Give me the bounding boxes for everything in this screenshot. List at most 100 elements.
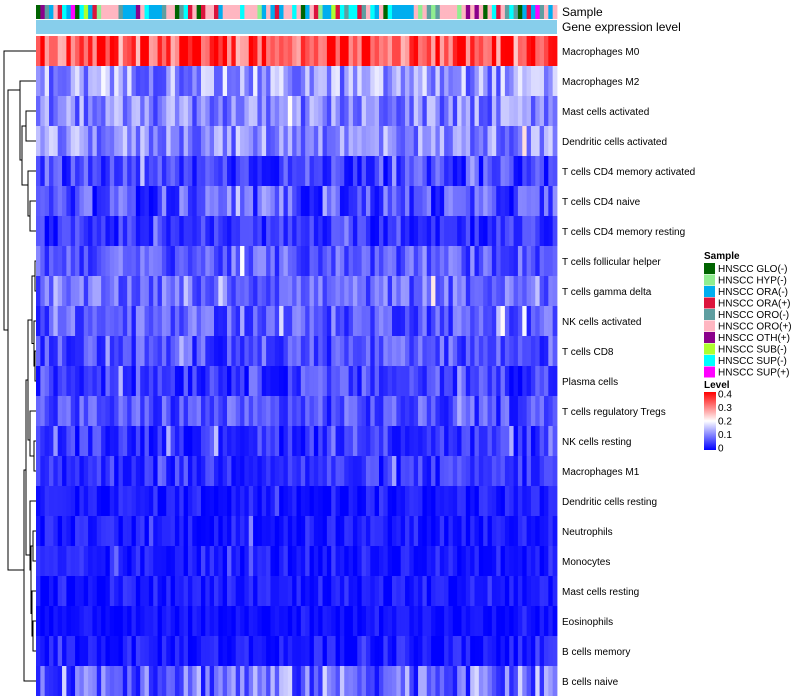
heatmap-cell [365,486,371,516]
heatmap-cell [426,306,432,336]
heatmap-cell [435,666,441,696]
heatmap-cell [287,66,293,96]
heatmap-cell [522,516,528,546]
heatmap-cell [483,216,488,246]
row-label: Neutrophils [562,527,613,538]
heatmap-cell [183,606,189,636]
heatmap-cell [227,396,232,426]
heatmap-cell [318,306,323,336]
heatmap-cell [474,366,480,396]
sample-annotation-cell [183,5,189,19]
heatmap-cell [405,366,410,396]
heatmap-cell [431,36,436,66]
heatmap-cell [79,306,85,336]
heatmap-cell [70,516,76,546]
heatmap-cell [196,126,202,156]
heatmap-cell [227,486,232,516]
heatmap-cell [79,426,85,456]
heatmap-cell [496,606,501,636]
heatmap-cell [140,456,145,486]
heatmap-cell [183,156,189,186]
heatmap-cell [504,126,510,156]
heatmap-cell [413,306,419,336]
heatmap-cell [105,96,111,126]
heatmap-cell [105,426,111,456]
heatmap-cell [439,276,445,306]
heatmap-cell [543,366,549,396]
heatmap-cell [114,396,119,426]
heatmap-cell [153,366,158,396]
heatmap-cell [196,186,202,216]
sample-annotation-cell [192,5,198,19]
heatmap-cell [214,216,219,246]
heatmap-cell [40,216,46,246]
heatmap-cell [231,186,237,216]
heatmap-cell [214,66,219,96]
sample-annotation-cell [331,5,336,19]
heatmap-cell [70,366,76,396]
heatmap-cell [439,156,445,186]
heatmap-cell [470,366,475,396]
heatmap-cell [400,186,406,216]
heatmap-cell [305,546,310,576]
heatmap-cell [135,396,141,426]
heatmap-cell [418,546,423,576]
heatmap-cell [491,306,497,336]
heatmap-cell [357,306,363,336]
heatmap-cell [491,36,497,66]
heatmap-cell [135,426,141,456]
heatmap-cell [92,516,98,546]
heatmap-cell [214,456,219,486]
heatmap-cell [530,486,536,516]
heatmap-cell [283,546,289,576]
heatmap-cell [96,306,102,336]
heatmap-cell [62,636,67,666]
sample-annotation-cell [200,5,206,19]
heatmap-cell [400,96,406,126]
heatmap-cell [157,126,163,156]
heatmap-cell [44,186,50,216]
heatmap-cell [196,396,202,426]
heatmap-cell [53,546,59,576]
heatmap-cell [313,276,319,306]
heatmap-cell [435,546,441,576]
heatmap-cell [374,66,380,96]
heatmap-cell [496,486,501,516]
dendrogram-branch [32,620,36,652]
heatmap-cell [409,546,415,576]
heatmap-cell [49,606,54,636]
heatmap-cell [509,66,514,96]
heatmap-cell [270,396,276,426]
heatmap-cell [448,546,454,576]
heatmap-cell [309,96,315,126]
heatmap-cell [75,426,80,456]
heatmap-cell [392,366,397,396]
heatmap-cell [292,126,297,156]
heatmap-cell [396,186,402,216]
heatmap-cell [135,156,141,186]
heatmap-cell [483,96,488,126]
heatmap-cell [300,426,306,456]
heatmap-cell [413,366,419,396]
level-tick-label: 0.2 [718,417,732,428]
heatmap-cell [161,336,167,366]
heatmap-cell [140,486,145,516]
heatmap-cell [457,366,462,396]
heatmap-cell [187,126,193,156]
heatmap-cell [261,306,267,336]
heatmap-cell [309,126,315,156]
heatmap-cell [378,156,384,186]
heatmap-cell [44,426,50,456]
heatmap-cell [457,486,462,516]
heatmap-cell [244,456,250,486]
heatmap-cell [148,36,154,66]
heatmap-cell [75,546,80,576]
heatmap-cell [157,276,163,306]
heatmap-cell [231,636,237,666]
heatmap-cell [218,156,224,186]
heatmap-cell [92,486,98,516]
heatmap-cell [352,156,358,186]
heatmap-cell [40,276,46,306]
heatmap-cell [144,426,150,456]
heatmap-cell [83,306,89,336]
